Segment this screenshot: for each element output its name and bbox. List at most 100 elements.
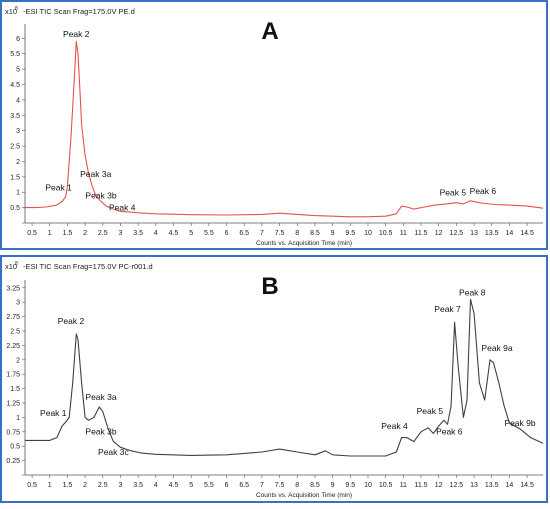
x-tick-label: 7.5 [275,482,285,489]
peak-label: Peak 9a [481,343,512,353]
y-tick-label: 0.5 [10,205,20,212]
x-tick-label: 2 [83,230,87,237]
x-tick-label: 2.5 [98,482,108,489]
peak-label: Peak 5 [417,406,444,416]
x-tick-label: 1 [48,230,52,237]
x-tick-label: 3.5 [133,230,143,237]
x-tick-label: 1.5 [63,482,73,489]
panel-letter: B [261,273,278,300]
x-tick-label: 7 [260,482,264,489]
x-tick-label: 13.5 [485,482,499,489]
x-tick-label: 3 [119,482,123,489]
x-axis-label: Counts vs. Acquisition Time (min) [256,240,352,247]
x-tick-label: 14 [506,230,514,237]
x-tick-label: 8 [295,482,299,489]
x-tick-label: 5 [189,482,193,489]
y-tick-label: 2 [16,159,20,166]
x-tick-label: 3 [119,230,123,237]
peak-label: Peak 3a [80,169,111,179]
peak-label: Peak 3a [85,392,116,402]
x-tick-label: 13 [470,230,478,237]
y-tick-label: 1 [16,415,20,422]
chromatogram-trace [25,40,544,218]
x-tick-label: 4.5 [169,482,179,489]
x-tick-label: 2 [83,482,87,489]
y-tick-label: 1.5 [10,386,20,393]
y-tick-label: 0.75 [6,429,20,436]
x-tick-label: 9.5 [345,482,355,489]
x-tick-label: 10 [364,230,372,237]
y-tick-label: 3 [16,128,20,135]
panel-frame [0,255,548,503]
y-tick-label: 2.5 [10,144,20,151]
y-tick-label: 1.5 [10,174,20,181]
y-tick-label: 1.25 [6,400,20,407]
x-tick-label: 14.5 [520,482,534,489]
y-tick-label: 5 [16,67,20,74]
x-axis-label: Counts vs. Acquisition Time (min) [256,492,352,499]
x-tick-label: 11 [400,230,407,237]
y-tick-label: 2.75 [6,314,20,321]
x-tick-label: 14 [506,482,514,489]
peak-label: Peak 1 [45,183,72,193]
x-tick-label: 7 [260,230,264,237]
x-tick-label: 8.5 [310,482,320,489]
x-tick-label: 6.5 [239,482,249,489]
x-tick-label: 10.5 [379,230,393,237]
x-tick-label: 6 [225,230,229,237]
x-tick-label: 4.5 [169,230,179,237]
x-tick-label: 5.5 [204,230,214,237]
x-tick-label: 1.5 [63,230,73,237]
y-tick-label: 5.5 [10,51,20,58]
x-tick-label: 5.5 [204,482,214,489]
y-tick-label: 3.5 [10,113,20,120]
x-tick-label: 9.5 [345,230,355,237]
y-tick-label: 2.5 [10,328,20,335]
peak-label: Peak 5 [440,187,467,197]
peak-label: Peak 6 [470,186,497,196]
y-tick-label: 4.5 [10,82,20,89]
x-tick-label: 0.5 [27,230,37,237]
x-tick-label: 0.5 [27,482,37,489]
y-tick-label: 3.25 [6,285,20,292]
y-tick-label: 3 [16,300,20,307]
y-tick-label: 4 [16,97,20,104]
peak-label: Peak 3c [98,447,129,457]
x-tick-label: 10.5 [379,482,393,489]
x-tick-label: 9 [331,482,335,489]
y-tick-label: 2.25 [6,343,20,350]
peak-label: Peak 4 [109,203,136,213]
peak-label: Peak 3b [85,427,116,437]
x-tick-label: 9 [331,230,335,237]
x-tick-label: 4 [154,482,158,489]
x-tick-label: 8.5 [310,230,320,237]
peak-label: Peak 1 [40,408,67,418]
x-tick-label: 12.5 [450,230,464,237]
y-tick-label: 1.75 [6,372,20,379]
y-exponent-label: x10 [5,262,17,271]
x-tick-label: 13 [470,482,478,489]
x-tick-label: 11 [400,482,407,489]
x-tick-label: 5 [189,230,193,237]
x-tick-label: 14.5 [520,230,534,237]
x-tick-label: 12 [435,482,443,489]
peak-label: Peak 2 [63,29,90,39]
panel-header: -ESI TIC Scan Frag=175.0V PC-r001.d [23,262,153,271]
y-tick-label: 0.25 [6,458,20,465]
panel-letter: A [261,18,278,45]
x-tick-label: 1 [48,482,52,489]
x-tick-label: 10 [364,482,372,489]
peak-label: Peak 2 [58,316,85,326]
x-tick-label: 2.5 [98,230,108,237]
peak-label: Peak 6 [436,427,463,437]
x-tick-label: 6.5 [239,230,249,237]
x-tick-label: 11.5 [414,230,427,237]
x-tick-label: 8 [295,230,299,237]
y-exponent-label: x10 [5,7,17,16]
x-tick-label: 4 [154,230,158,237]
y-tick-label: 0.5 [10,444,20,451]
peak-label: Peak 9b [504,418,535,428]
x-tick-label: 6 [225,482,229,489]
x-tick-label: 12.5 [450,482,464,489]
